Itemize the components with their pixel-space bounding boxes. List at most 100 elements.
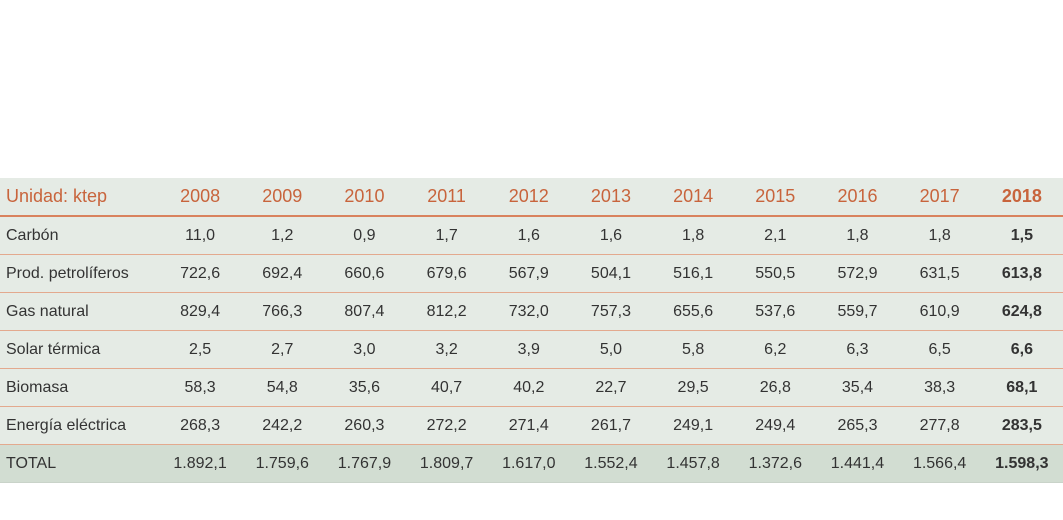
table-cell: 3,0: [323, 330, 406, 369]
table-cell: 631,5: [898, 254, 981, 293]
header-cell: 2015: [734, 178, 817, 217]
table-cell: 35,4: [816, 368, 899, 407]
table-cell: 260,3: [323, 406, 406, 445]
table-cell: 40,7: [405, 368, 488, 407]
table-cell: 54,8: [241, 368, 324, 407]
table-cell: 1,7: [405, 216, 488, 255]
table-cell: 1.552,4: [569, 444, 653, 483]
table-cell: Biomasa: [0, 368, 159, 407]
table-cell: 1,8: [898, 216, 981, 255]
data-row: Carbón 11,0 1,2 0,9 1,7 1,6 1,6 1,8 2,1 1,8 1,8 1,5: [0, 216, 1063, 255]
table-cell: 22,7: [569, 368, 653, 407]
table-cell: 265,3: [816, 406, 899, 445]
table-cell: 261,7: [569, 406, 653, 445]
header-cell: 2014: [652, 178, 735, 217]
table-cell: 1.372,6: [734, 444, 817, 483]
header-cell: Unidad: ktep: [0, 178, 159, 217]
table-cell: 6,5: [898, 330, 981, 369]
table-cell: 807,4: [323, 292, 406, 331]
data-row: Gas natural 829,4 766,3 807,4 812,2 732,0 757,…: [0, 292, 1063, 331]
table-cell: 6,3: [816, 330, 899, 369]
table-cell: 655,6: [652, 292, 735, 331]
header-row: Unidad: ktep 2008 2009 2010 2011 2012 2013 2014…: [0, 178, 1063, 217]
table-cell: 692,4: [241, 254, 324, 293]
table-cell: 249,1: [652, 406, 735, 445]
table-cell: 757,3: [569, 292, 653, 331]
table-cell: 0,9: [323, 216, 406, 255]
table-cell: 1,8: [652, 216, 735, 255]
table-cell: 1,8: [816, 216, 899, 255]
table-cell: 1.892,1: [159, 444, 242, 483]
header-cell: 2016: [816, 178, 899, 217]
table-cell: 1,6: [487, 216, 570, 255]
table-cell: 1.617,0: [487, 444, 570, 483]
table-cell: 40,2: [487, 368, 570, 407]
table-cell: 2,5: [159, 330, 242, 369]
table-cell: 829,4: [159, 292, 242, 331]
header-cell: 2010: [323, 178, 406, 217]
table-cell: 6,2: [734, 330, 817, 369]
table-cell: TOTAL: [0, 444, 159, 483]
energy-table: Unidad: ktep 2008 2009 2010 2011 2012 2013 2014…: [0, 178, 1063, 483]
table-cell: 550,5: [734, 254, 817, 293]
table-cell: 277,8: [898, 406, 981, 445]
table-cell: 537,6: [734, 292, 817, 331]
header-cell: 2012: [487, 178, 570, 217]
table-cell: 1.759,6: [241, 444, 324, 483]
table-cell: 242,2: [241, 406, 324, 445]
table-cell: 732,0: [487, 292, 570, 331]
table-cell: 29,5: [652, 368, 735, 407]
table-cell: 722,6: [159, 254, 242, 293]
table-cell: 38,3: [898, 368, 981, 407]
data-row: Biomasa 58,3 54,8 35,6 40,7 40,2 22,7 29,5 26,8 3…: [0, 368, 1063, 407]
table-cell: 58,3: [159, 368, 242, 407]
header-cell: 2008: [159, 178, 242, 217]
table-cell: Energía eléctrica: [0, 406, 159, 445]
header-cell: 2009: [241, 178, 324, 217]
header-cell: 2013: [569, 178, 653, 217]
data-row: Solar térmica 2,5 2,7 3,0 3,2 3,9 5,0 5,8 6,2 6,3…: [0, 330, 1063, 369]
table-cell: 679,6: [405, 254, 488, 293]
table-cell: 3,2: [405, 330, 488, 369]
table-cell: 516,1: [652, 254, 735, 293]
table-cell: 1.441,4: [816, 444, 899, 483]
table-cell: 283,5: [980, 406, 1063, 445]
table-cell: 1.809,7: [405, 444, 488, 483]
table-cell: 613,8: [980, 254, 1063, 293]
table-cell: 1,5: [980, 216, 1063, 255]
data-row: Energía eléctrica 268,3 242,2 260,3 272,2 271…: [0, 406, 1063, 445]
table-cell: 68,1: [980, 368, 1063, 407]
table-cell: 2,1: [734, 216, 817, 255]
table-cell: 766,3: [241, 292, 324, 331]
table-cell: Solar térmica: [0, 330, 159, 369]
table-cell: 559,7: [816, 292, 899, 331]
header-cell: 2011: [405, 178, 488, 217]
data-row: Prod. petrolíferos 722,6 692,4 660,6 679,6 56…: [0, 254, 1063, 293]
table-cell: 2,7: [241, 330, 324, 369]
header-cell: 2018: [980, 178, 1063, 217]
total-row: TOTAL 1.892,1 1.759,6 1.767,9 1.809,7 1.617,0…: [0, 444, 1063, 483]
table-cell: 5,0: [569, 330, 653, 369]
table-cell: 610,9: [898, 292, 981, 331]
header-cell: 2017: [898, 178, 981, 217]
table-cell: 1.767,9: [323, 444, 406, 483]
table-cell: 11,0: [159, 216, 242, 255]
table-cell: 249,4: [734, 406, 817, 445]
table-cell: Gas natural: [0, 292, 159, 331]
table-cell: 35,6: [323, 368, 406, 407]
table-cell: 5,8: [652, 330, 735, 369]
table-cell: 567,9: [487, 254, 570, 293]
table-cell: 6,6: [980, 330, 1063, 369]
table-cell: 812,2: [405, 292, 488, 331]
table-cell: 1.566,4: [898, 444, 981, 483]
table-cell: Prod. petrolíferos: [0, 254, 159, 293]
table-cell: 624,8: [980, 292, 1063, 331]
table-cell: 572,9: [816, 254, 899, 293]
table-cell: 660,6: [323, 254, 406, 293]
table-cell: 1,6: [569, 216, 653, 255]
table-cell: 271,4: [487, 406, 570, 445]
table-cell: 1.457,8: [652, 444, 735, 483]
table-cell: 272,2: [405, 406, 488, 445]
table-cell: 1.598,3: [980, 444, 1063, 483]
